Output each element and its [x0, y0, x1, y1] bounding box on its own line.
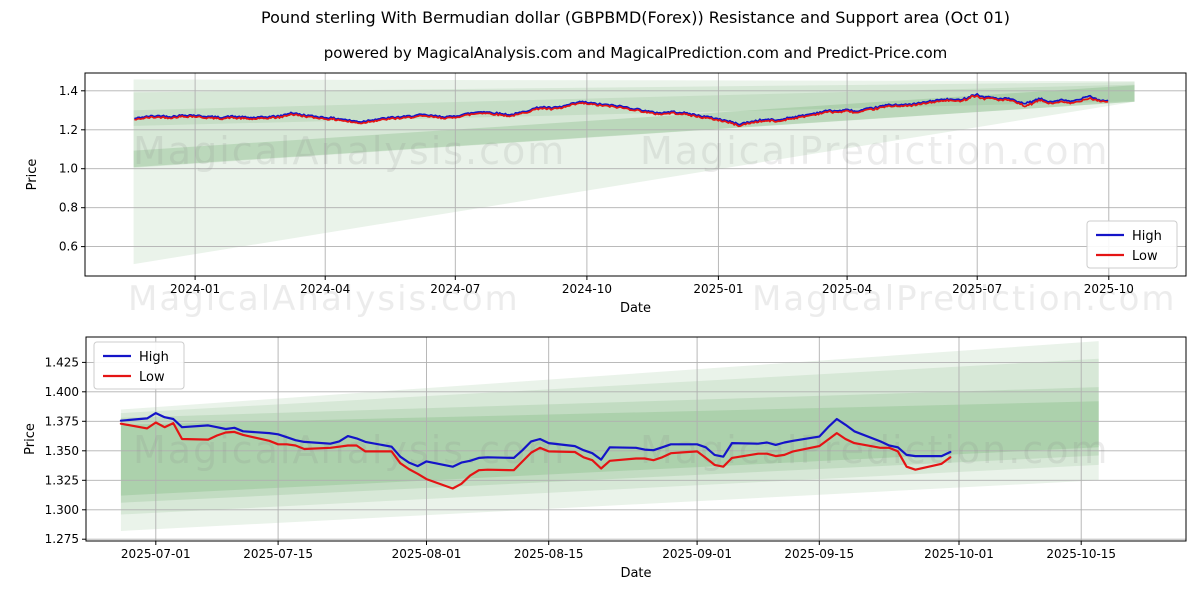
x-tick-label: 2024-01	[170, 282, 220, 296]
band-layer-0-1	[133, 82, 1135, 126]
x-tick-label: 2024-04	[300, 282, 350, 296]
x-tick-label: 2025-04	[822, 282, 872, 296]
y-tick-label: 1.275	[45, 532, 79, 546]
watermark-text: MagicalPrediction.com	[752, 279, 1177, 319]
x-axis-label: Date	[620, 566, 651, 581]
x-tick-label: 2025-08-15	[514, 547, 584, 561]
band-layer-1-0	[120, 341, 1099, 531]
watermark-text: MagicalAnalysis.com	[128, 279, 520, 319]
y-tick-label: 1.350	[45, 444, 79, 458]
x-tick-label: 2025-08-01	[392, 547, 462, 561]
y-tick-label: 0.6	[59, 240, 78, 254]
x-tick-label: 2025-07	[952, 282, 1002, 296]
chart-subtitle: powered by MagicalAnalysis.com and Magic…	[323, 44, 948, 62]
y-tick-label: 1.325	[45, 473, 79, 487]
plot-area	[85, 336, 1187, 542]
y-tick-label: 1.0	[59, 162, 78, 176]
watermark-text: MagicalAnalysis.com	[133, 129, 566, 173]
x-tick-label: 2025-10	[1084, 282, 1134, 296]
y-tick-label: 0.8	[59, 201, 78, 215]
y-tick-label: 1.425	[45, 355, 79, 369]
axes: 2024-01 2024-04 2024-07 2024-10 2025-01 2025-…	[23, 72, 1187, 581]
x-tick-label: 2025-07-15	[243, 547, 313, 561]
watermarks: MagicalAnalysis.com MagicalPrediction.com…	[128, 129, 1177, 472]
x-axis-label: Date	[620, 301, 651, 316]
band-layer-1-2	[120, 387, 1099, 503]
series-line-high	[134, 92, 1109, 126]
x-tick-label: 2025-07-01	[121, 547, 191, 561]
legends: High Low High Low	[93, 220, 1178, 390]
y-axis-label: Price	[23, 423, 38, 455]
x-tick-label: 2025-09-01	[662, 547, 732, 561]
watermark-text: MagicalPrediction.com	[640, 129, 1110, 173]
x-tick-label: 2025-01	[693, 282, 743, 296]
series-line-low	[134, 94, 1109, 128]
chart-title: Pound sterling With Bermudian dollar (GB…	[261, 8, 1010, 27]
x-tick-label: 2025-10-01	[924, 547, 994, 561]
series-line-low	[119, 421, 952, 490]
x-tick-label: 2024-07	[430, 282, 480, 296]
x-tick-label: 2024-10	[562, 282, 612, 296]
y-tick-label: 1.400	[45, 385, 79, 399]
band-layer-1-1	[120, 358, 1099, 515]
series-line-high	[119, 412, 952, 468]
legend-label-low: Low	[139, 370, 165, 385]
y-tick-label: 1.4	[59, 84, 78, 98]
gridlines	[85, 73, 1186, 541]
y-tick-label: 1.300	[45, 503, 79, 517]
legend-box	[1086, 220, 1178, 269]
watermark-text: MagicalAnalysis.com	[133, 428, 566, 472]
legend-label-high: High	[1132, 229, 1162, 244]
plot-area	[84, 72, 1187, 277]
band-layer-0-0	[133, 79, 1135, 265]
y-tick-label: 1.375	[45, 414, 79, 428]
legend-label-low: Low	[1132, 249, 1158, 264]
price-lines	[119, 92, 1109, 490]
legend-box	[93, 341, 185, 390]
y-axis-label: Price	[25, 159, 40, 191]
x-tick-label: 2025-10-15	[1046, 547, 1116, 561]
x-tick-label: 2025-09-15	[784, 547, 854, 561]
legend-label-high: High	[139, 350, 169, 365]
y-tick-label: 1.2	[59, 123, 78, 137]
